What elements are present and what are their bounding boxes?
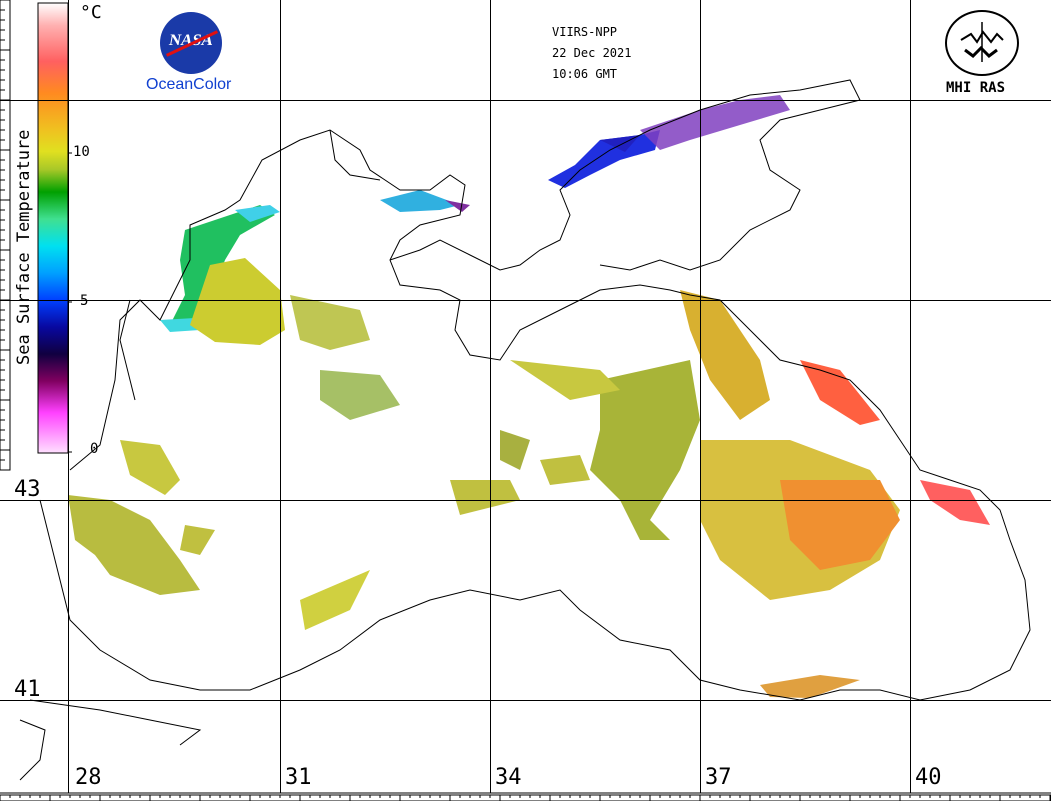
grid-lon-28 <box>68 0 69 793</box>
coastline <box>19 79 1031 781</box>
top-ruler <box>0 0 1051 8</box>
grid-lon-40 <box>910 0 911 793</box>
lon-label-31: 31 <box>285 765 312 790</box>
colorbar-title: Sea Surface Temperature <box>14 129 34 365</box>
left-ruler <box>0 0 11 471</box>
lon-label-37: 37 <box>705 765 732 790</box>
colorbar-unit: °C <box>80 2 102 23</box>
colorbar <box>37 2 69 454</box>
oceancolor-label: OceanColor <box>146 76 232 93</box>
mhi-label: MHI RAS <box>946 80 1006 96</box>
time-label: 10:06 GMT <box>552 67 618 81</box>
grid-lon-31 <box>280 0 281 793</box>
bottom-ruler <box>0 792 1051 801</box>
lon-label-40: 40 <box>915 765 942 790</box>
mhi-emblem <box>960 22 1004 62</box>
sst-patches <box>68 95 990 698</box>
lon-label-34: 34 <box>495 765 522 790</box>
grid-lat-41 <box>0 700 1051 701</box>
grid-lat-line <box>0 100 1051 101</box>
colorbar-tick-10: 10 <box>73 144 90 160</box>
satellite-label: VIIRS-NPP <box>552 25 618 39</box>
lat-label-41: 41 <box>14 677 41 702</box>
colorbar-tick-5: 5 <box>80 293 89 309</box>
lat-label-43: 43 <box>14 477 41 502</box>
grid-lat-43 <box>0 500 1051 501</box>
colorbar-tick-0: 0 <box>90 441 99 457</box>
mhi-logo-icon <box>945 10 1019 76</box>
lon-label-28: 28 <box>75 765 102 790</box>
grid-lon-37 <box>700 0 701 793</box>
nasa-logo-icon: NASA <box>160 12 222 74</box>
grid-lon-34 <box>490 0 491 793</box>
date-label: 22 Dec 2021 <box>552 46 632 60</box>
grid-lat-line <box>0 300 1051 301</box>
